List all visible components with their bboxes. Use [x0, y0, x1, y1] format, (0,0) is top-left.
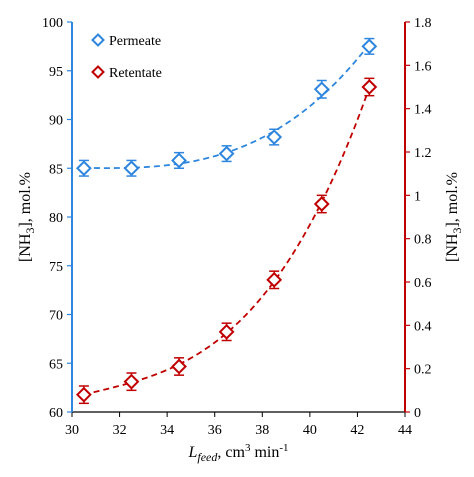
left-y-tick-label: 80	[49, 211, 63, 226]
x-axis-label: Lfeed, cm3 min-1	[187, 442, 288, 464]
retentate-legend-label: Retentate	[109, 66, 162, 81]
right-y-tick-label: 0	[414, 406, 421, 421]
x-tick-label: 42	[350, 423, 364, 438]
right-y-tick-label: 1.2	[414, 146, 432, 161]
x-tick-label: 38	[255, 423, 269, 438]
permeate-point	[123, 160, 140, 177]
permeate-point	[218, 145, 235, 162]
permeate-legend-marker	[91, 33, 105, 47]
retentate-point	[171, 358, 187, 375]
left-y-tick-label: 95	[49, 65, 63, 80]
retentate-point	[313, 196, 330, 212]
x-tick-label: 30	[65, 423, 79, 438]
plot-area: 30 32 34 36 38 40 42 44 60 65 70 75 80 85 90 95 100 0 0.2 0…	[17, 16, 464, 464]
permeate-point	[313, 81, 330, 98]
permeate-point	[171, 152, 187, 169]
permeate-series	[75, 37, 378, 177]
retentate-point	[266, 271, 283, 288]
x-tick-label: 36	[208, 423, 222, 438]
right-y-tick-label: 0.4	[414, 319, 432, 334]
right-y-tick-label: 1.8	[414, 16, 432, 31]
right-y-tick-label: 1.4	[414, 103, 432, 118]
permeate-legend-label: Permeate	[109, 34, 161, 49]
right-y-tick-label: 0.2	[414, 363, 432, 378]
permeate-point	[266, 129, 283, 145]
x-tick-label: 44	[398, 423, 412, 438]
right-y-tick-label: 0.6	[414, 276, 432, 291]
x-tick-label: 34	[160, 423, 174, 438]
permeate-point	[361, 38, 378, 55]
right-y-tick-label: 0.8	[414, 233, 432, 248]
retentate-point	[75, 386, 92, 403]
legend: Permeate Retentate	[91, 33, 162, 81]
right-y-tick-label: 1.6	[414, 59, 432, 74]
right-y-axis-label: [NH3], mol.%	[444, 172, 464, 262]
retentate-series	[75, 77, 378, 405]
retentate-legend-marker	[91, 65, 105, 79]
permeate-point	[75, 160, 92, 177]
x-tick-label: 32	[113, 423, 127, 438]
left-y-tick-label: 65	[49, 357, 63, 372]
left-y-tick-label: 100	[42, 16, 63, 31]
retentate-point	[218, 323, 235, 340]
left-y-tick-label: 60	[49, 406, 63, 421]
right-y-tick-label: 1	[414, 189, 421, 204]
retentate-point	[361, 79, 378, 95]
x-tick-label: 40	[303, 423, 317, 438]
left-y-axis-label: [NH3], mol.%	[17, 172, 37, 262]
retentate-trend-line	[83, 87, 371, 396]
left-y-tick-label: 85	[49, 162, 63, 177]
left-y-tick-label: 90	[49, 114, 63, 129]
left-y-tick-label: 75	[49, 260, 63, 275]
left-y-tick-label: 70	[49, 309, 63, 324]
retentate-point	[123, 373, 140, 390]
